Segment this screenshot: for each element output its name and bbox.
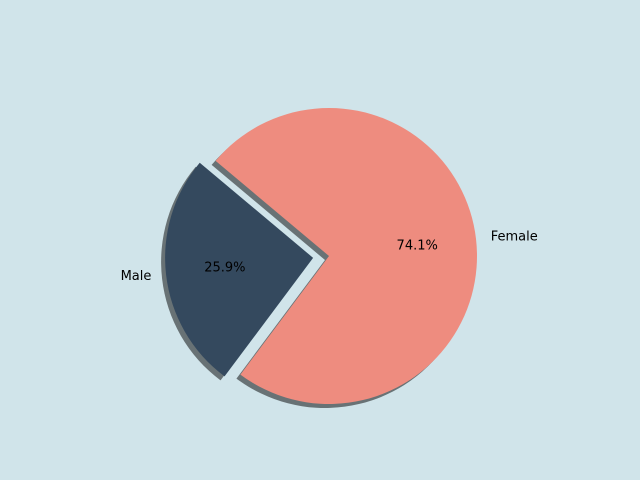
pie-slice-male: [165, 162, 314, 377]
slice-percent-male: 25.9%: [204, 261, 245, 276]
pie-slice-female: [215, 108, 478, 404]
pie-label-layer: Male 25.9% Female 74.1%: [121, 230, 538, 284]
slice-percent-female: 74.1%: [397, 238, 438, 253]
pie-slice-layer: [165, 108, 478, 404]
slice-label-male: Male: [121, 269, 152, 284]
slice-label-female: Female: [491, 230, 538, 245]
